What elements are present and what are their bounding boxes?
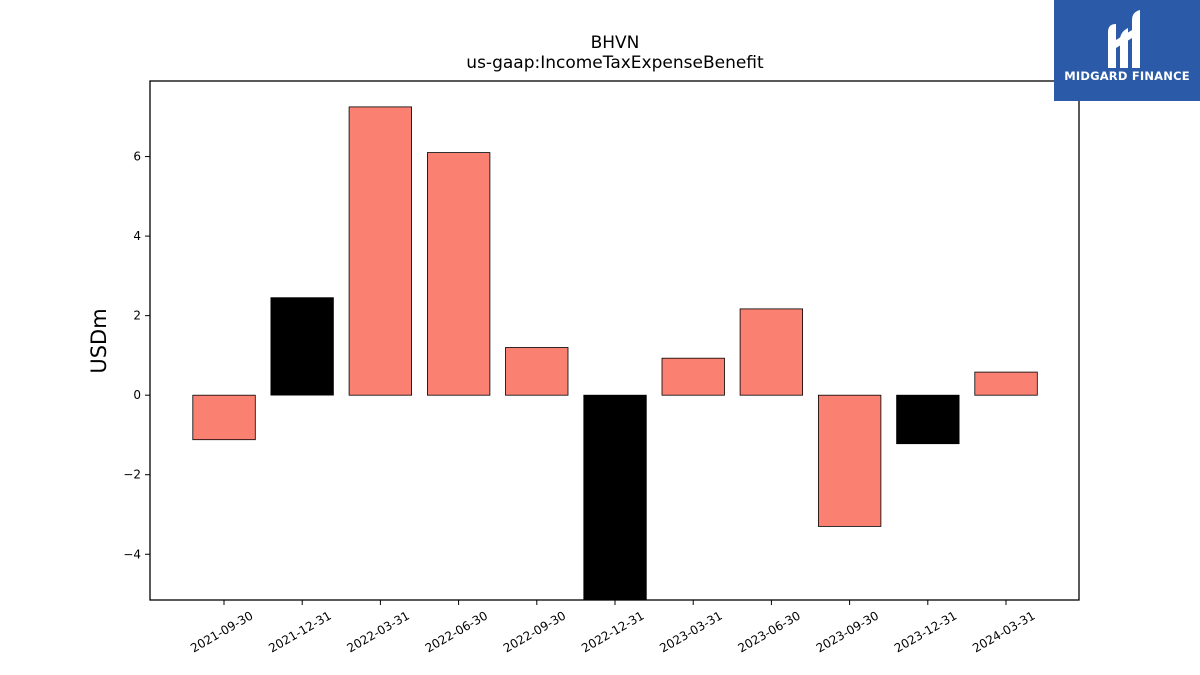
- y-axis-label: USDm: [87, 308, 111, 373]
- x-tick-label: 2021-12-31: [266, 608, 333, 655]
- y-axis-ticks: −4 −2 0 2 4 6: [123, 150, 150, 561]
- bars-layer: [192, 106, 1038, 601]
- y-tick-label: 2: [133, 309, 141, 323]
- x-tick-label: 2022-06-30: [423, 608, 490, 655]
- midgard-m-icon: [1108, 10, 1140, 68]
- y-tick-label: −2: [123, 468, 141, 482]
- x-tick-label: 2023-12-31: [892, 608, 959, 655]
- y-tick-label: −4: [123, 547, 141, 561]
- bar-2022-03-31: [348, 106, 413, 396]
- bar-2023-06-30: [739, 308, 803, 396]
- chart-title: BHVN: [591, 33, 640, 53]
- bar-2021-12-31: [270, 297, 334, 396]
- bar-2022-06-30: [426, 152, 491, 396]
- chart-subtitle: us-gaap:IncomeTaxExpenseBenefit: [466, 53, 764, 73]
- x-tick-label: 2021-09-30: [188, 608, 255, 655]
- bar-2022-12-31: [583, 394, 647, 601]
- bar-2022-09-30: [505, 347, 569, 396]
- x-tick-label: 2023-09-30: [814, 608, 881, 655]
- bar-2024-03-31: [974, 371, 1038, 396]
- x-tick-label: 2022-03-31: [344, 608, 411, 655]
- plot-frame: [149, 80, 1080, 601]
- bar-2023-03-31: [661, 357, 725, 396]
- x-tick-label: 2022-12-31: [579, 608, 646, 655]
- y-tick-label: 0: [133, 388, 141, 402]
- y-tick-label: 6: [133, 150, 141, 164]
- x-axis-ticks: 2021-09-30 2021-12-31 2022-03-31 2022-06-30…: [188, 600, 1038, 655]
- x-tick-label: 2024-03-31: [970, 608, 1037, 655]
- y-tick-label: 4: [133, 229, 141, 243]
- bar-2023-09-30: [818, 394, 882, 527]
- bar-2021-09-30: [192, 394, 256, 441]
- x-tick-label: 2023-06-30: [735, 608, 802, 655]
- x-tick-label: 2023-03-31: [657, 608, 724, 655]
- x-tick-label: 2022-09-30: [501, 608, 568, 655]
- brand-logo: MIDGARD FINANCE: [1054, 0, 1200, 101]
- brand-name: MIDGARD FINANCE: [1064, 69, 1190, 83]
- bar-2023-12-31: [896, 394, 960, 445]
